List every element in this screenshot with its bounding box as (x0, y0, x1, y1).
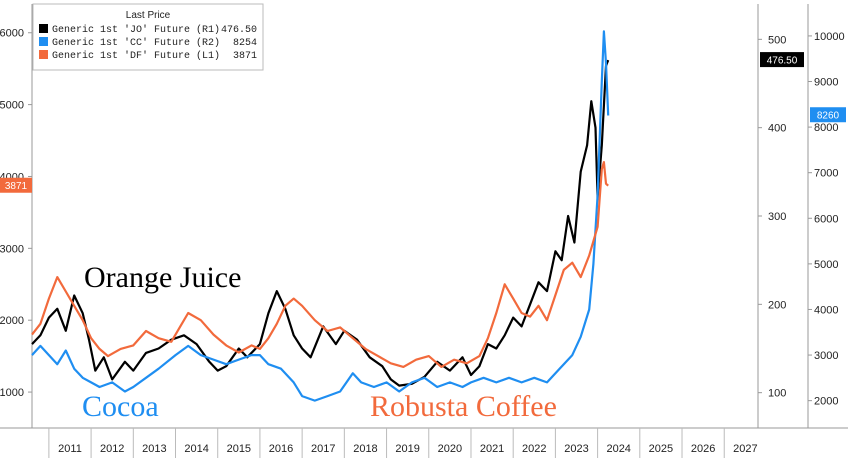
right1-tick-label: 100 (768, 388, 786, 400)
x-tick-label: 2023 (564, 443, 588, 455)
right2-tick-label: 6000 (814, 213, 838, 225)
annotation-cocoa: Cocoa (82, 390, 159, 423)
legend-swatch-oj (39, 24, 48, 33)
right2-tick-label: 2000 (814, 396, 838, 408)
x-tick-label: 2017 (311, 443, 335, 455)
x-tick-label: 2024 (606, 443, 630, 455)
right2-tick-label: 9000 (814, 77, 838, 89)
right1-tick-label: 500 (768, 34, 786, 46)
x-tick-label: 2027 (733, 443, 757, 455)
last-value-text-oj: 476.50 (767, 56, 798, 67)
series-line-oj (31, 59, 610, 387)
x-tick-label: 2013 (142, 443, 166, 455)
last-value-tag-oj (760, 52, 804, 68)
series-line-coffee (31, 161, 609, 368)
series-line-cocoa (31, 30, 610, 402)
legend-swatch-cocoa (39, 37, 48, 46)
x-tick-label: 2019 (395, 443, 419, 455)
legend-box (32, 3, 264, 71)
right2-tick-label: 5000 (814, 259, 838, 271)
last-value-text-cocoa: 8260 (817, 111, 840, 122)
left-tick-label: 2000 (0, 315, 24, 327)
x-tick-label: 2025 (649, 443, 673, 455)
x-tick-label: 2018 (353, 443, 377, 455)
legend-value-cocoa: 8254 (233, 38, 257, 49)
annotation-oj: Orange Juice (84, 261, 241, 294)
x-tick-label: 2011 (58, 443, 82, 455)
left-tick-label: 6000 (0, 28, 24, 40)
legend-entry-coffee: Generic 1st 'DF' Future (L1) (52, 50, 220, 62)
x-tick-label: 2022 (522, 443, 546, 455)
last-value-tag-cocoa (810, 107, 846, 123)
left-tick-label: 1000 (0, 387, 24, 399)
legend-title: Last Price (126, 10, 171, 21)
legend-entry-cocoa: Generic 1st 'CC' Future (R2) (52, 37, 220, 49)
right2-tick-label: 4000 (814, 304, 838, 316)
x-tick-label: 2012 (100, 443, 124, 455)
x-tick-label: 2026 (691, 443, 715, 455)
legend-value-oj: 476.50 (221, 25, 257, 36)
x-tick-label: 2015 (227, 443, 251, 455)
right1-tick-label: 200 (768, 299, 786, 311)
right2-tick-label: 8000 (814, 122, 838, 134)
legend-entry-oj: Generic 1st 'JO' Future (R1) (52, 24, 220, 36)
right2-tick-label: 10000 (814, 31, 845, 43)
x-tick-label: 2020 (438, 443, 462, 455)
legend-value-coffee: 3871 (233, 51, 257, 62)
left-tick-label: 5000 (0, 100, 24, 112)
x-tick-label: 2014 (184, 443, 208, 455)
right2-tick-label: 7000 (814, 168, 838, 180)
last-value-tag-coffee (0, 177, 32, 193)
x-tick-label: 2021 (480, 443, 504, 455)
right1-tick-label: 400 (768, 123, 786, 135)
right1-tick-label: 300 (768, 211, 786, 223)
right2-tick-label: 3000 (814, 350, 838, 362)
annotation-coffee: Robusta Coffee (370, 390, 557, 423)
legend-swatch-coffee (39, 50, 48, 59)
x-tick-label: 2016 (269, 443, 293, 455)
last-value-text-coffee: 3871 (5, 181, 28, 192)
left-tick-label: 3000 (0, 243, 24, 255)
